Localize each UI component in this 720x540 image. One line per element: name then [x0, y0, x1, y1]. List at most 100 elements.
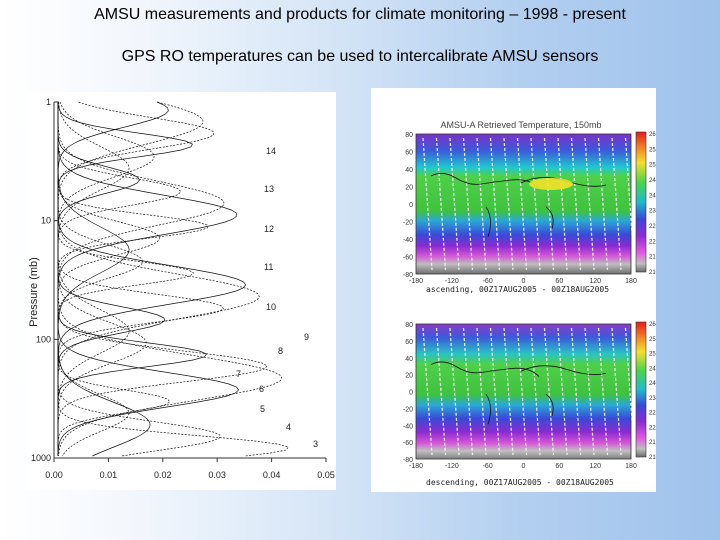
- lon-tick-label: 60: [555, 278, 563, 285]
- satellite-swath-gap: [570, 327, 582, 456]
- channel-label: 13: [264, 184, 274, 194]
- satellite-swath-gap: [624, 327, 636, 456]
- satellite-swath-gap: [611, 327, 622, 456]
- satellite-swath-gap: [489, 137, 501, 271]
- satellite-swath-gap: [557, 327, 568, 456]
- colorbar-label: 264: [649, 322, 656, 328]
- channel-label: 6: [259, 384, 264, 394]
- satellite-swath-gap: [503, 327, 514, 456]
- satellite-swath-gap: [584, 137, 595, 271]
- coastline: [430, 173, 540, 189]
- colorbar-label: 252: [649, 352, 656, 358]
- y-tick-label: 1000: [31, 453, 51, 463]
- y-axis-label: Pressure (mb): [28, 257, 40, 327]
- weighting-curve: [57, 102, 283, 457]
- x-tick-label: 0.03: [208, 470, 226, 480]
- map-title: AMSU-A Retrieved Temperature, 150mb: [441, 120, 602, 130]
- colorbar-label: 258: [649, 147, 656, 153]
- satellite-swath-gap: [611, 137, 622, 271]
- satellite-swath-gap: [422, 327, 433, 456]
- satellite-swath-gap: [584, 327, 595, 456]
- channel-labels: 14 13 12 11 10 9 8 7 6 5 4 3: [236, 146, 318, 449]
- lat-tick-label: -80: [403, 272, 413, 279]
- satellite-swath-gap: [543, 327, 555, 456]
- lon-tick-label: 120: [589, 463, 601, 470]
- channel-label: 11: [264, 262, 273, 272]
- map-bottom-lon-ticks: -180 -120 -60 0 60 120 180: [409, 463, 637, 470]
- map-top-caption: ascending, 00Z17AUG2005 - 00Z18AUG2005: [426, 285, 609, 294]
- map-top-warm-region: [529, 178, 573, 190]
- colorbar-label: 246: [649, 178, 656, 184]
- channel-label: 12: [264, 224, 274, 234]
- channel-label: 4: [286, 422, 291, 432]
- lat-tick-label: 60: [405, 150, 413, 157]
- satellite-swath-gap: [435, 327, 447, 456]
- channel-label: 5: [260, 404, 265, 414]
- lon-tick-label: 180: [625, 463, 637, 470]
- weighting-curve: [57, 102, 182, 456]
- lon-tick-label: 120: [589, 278, 601, 285]
- colorbar-label: 222: [649, 425, 656, 431]
- lon-tick-label: -60: [483, 278, 493, 285]
- lat-tick-label: -40: [403, 423, 413, 430]
- satellite-swath-gap: [422, 137, 433, 271]
- satellite-swath-gap: [462, 327, 474, 456]
- map-bottom-caption: descending, 00Z17AUG2005 - 00Z18AUG2005: [426, 478, 614, 487]
- map-top-lat-ticks: 80 60 40 20 0 -20 -40 -60 -80: [403, 132, 413, 279]
- weighting-curve: [57, 102, 289, 457]
- satellite-swath-gap: [503, 137, 514, 271]
- lon-tick-label: 0: [522, 278, 526, 285]
- y-tick-label: 10: [41, 216, 51, 226]
- lon-tick-label: 180: [625, 278, 637, 285]
- colorbar-label: 246: [649, 366, 656, 372]
- x-tick-label: 0.01: [100, 470, 118, 480]
- colorbar-label: 210: [649, 455, 656, 461]
- temperature-maps: AMSU-A Retrieved Temperature, 150mb 2612…: [371, 88, 660, 492]
- colorbar-label: 252: [649, 163, 656, 169]
- satellite-swath-gap: [543, 137, 555, 271]
- satellite-swath-gap: [449, 327, 460, 456]
- colorbar-label: 216: [649, 440, 656, 446]
- weighting-curve: [57, 102, 195, 456]
- x-tick-label: 0.02: [154, 470, 172, 480]
- channel-label: 7: [236, 369, 241, 379]
- lat-tick-label: 40: [405, 167, 413, 174]
- satellite-swath-gap: [570, 137, 582, 271]
- lat-tick-label: 80: [405, 132, 413, 139]
- y-tick-label: 100: [36, 334, 51, 344]
- satellite-swath-gap: [476, 137, 487, 271]
- map-bottom-overlay: [422, 327, 636, 456]
- satellite-swath-gap: [516, 327, 528, 456]
- x-tick-label: 0.05: [317, 470, 335, 480]
- y-ticks: 1 10 100 1000: [31, 97, 59, 463]
- colorbar-label: 216: [649, 255, 656, 261]
- y-tick-label: 1: [46, 97, 51, 107]
- coastline: [485, 365, 607, 425]
- lat-tick-label: 0: [409, 390, 413, 397]
- lon-tick-label: -180: [409, 278, 423, 285]
- lat-tick-label: 40: [405, 356, 413, 363]
- weighting-curve: [57, 102, 160, 456]
- lat-tick-label: 80: [405, 322, 413, 329]
- slide-subtitle: GPS RO temperatures can be used to inter…: [121, 48, 599, 65]
- lat-tick-label: 20: [405, 185, 413, 192]
- lat-tick-label: -60: [403, 440, 413, 447]
- channel-label: 3: [313, 439, 318, 449]
- coastline: [430, 361, 540, 377]
- x-tick-label: 0.04: [263, 470, 281, 480]
- channel-label: 14: [266, 146, 276, 156]
- colorbar-label: 222: [649, 239, 656, 245]
- lon-tick-label: 60: [555, 463, 563, 470]
- satellite-swath-gap: [530, 137, 541, 271]
- x-ticks: 0.00 0.01 0.02 0.03 0.04 0.05: [45, 458, 335, 480]
- satellite-swath-gap: [489, 327, 501, 456]
- colorbar-label: 234: [649, 209, 656, 215]
- channel-label: 9: [304, 332, 309, 342]
- slide-title: AMSU measurements and products for clima…: [94, 6, 626, 23]
- map-bottom-field: [415, 323, 632, 460]
- lon-tick-label: -180: [409, 463, 423, 470]
- satellite-swath-gap: [476, 327, 487, 456]
- lon-tick-label: -120: [445, 278, 459, 285]
- lat-tick-label: 20: [405, 373, 413, 380]
